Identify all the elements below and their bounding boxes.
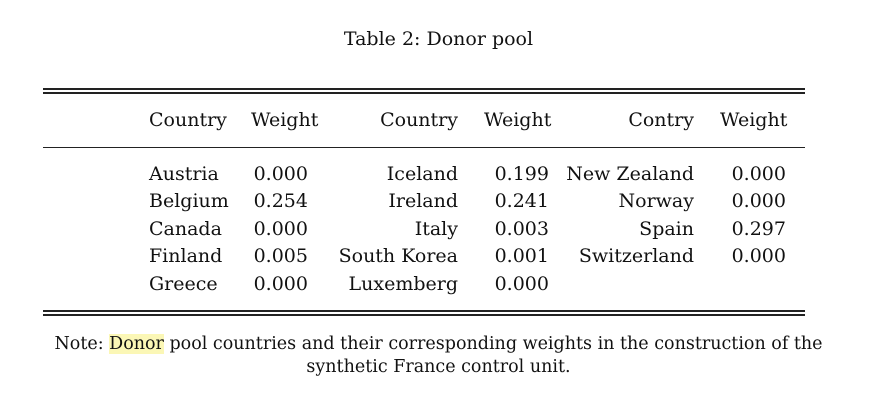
- country-cell: Ireland: [388, 190, 458, 212]
- weight-cell: 0.000: [253, 218, 308, 240]
- header-weight-2: Weight: [484, 109, 552, 131]
- country-cell: Finland: [149, 245, 223, 267]
- country-cell: Luxemberg: [348, 273, 458, 295]
- bottom-rule-outer: [43, 310, 805, 312]
- bottom-rule-inner: [43, 314, 805, 316]
- country-cell: Greece: [149, 273, 218, 295]
- weight-cell: 0.005: [253, 245, 308, 267]
- weight-cell: 0.001: [494, 245, 549, 267]
- header-country-3: Contry: [628, 109, 694, 131]
- country-cell: New Zealand: [566, 163, 694, 185]
- country-cell: South Korea: [338, 245, 458, 267]
- country-cell: Belgium: [149, 190, 229, 212]
- weight-cell: 0.000: [731, 190, 786, 212]
- header-country-2: Country: [380, 109, 458, 131]
- table-note: Note: Donor pool countries and their cor…: [40, 333, 837, 379]
- country-cell: Italy: [414, 218, 458, 240]
- top-rule-outer: [43, 88, 805, 90]
- country-cell: Switzerland: [578, 245, 694, 267]
- weight-cell: 0.000: [731, 163, 786, 185]
- weight-cell: 0.000: [494, 273, 549, 295]
- top-rule-inner: [43, 92, 805, 94]
- weight-cell: 0.000: [253, 163, 308, 185]
- header-weight-1: Weight: [251, 109, 319, 131]
- country-cell: Iceland: [386, 163, 458, 185]
- country-cell: Spain: [639, 218, 694, 240]
- country-cell: Canada: [149, 218, 222, 240]
- weight-cell: 0.003: [494, 218, 549, 240]
- weight-cell: 0.000: [731, 245, 786, 267]
- country-cell: Austria: [149, 163, 219, 185]
- weight-cell: 0.254: [253, 190, 308, 212]
- country-cell: Norway: [618, 190, 694, 212]
- note-text: pool countries and their corresponding w…: [163, 334, 823, 377]
- mid-rule: [43, 147, 805, 148]
- note-prefix: Note:: [54, 334, 110, 354]
- weight-cell: 0.000: [253, 273, 308, 295]
- header-country-1: Country: [149, 109, 227, 131]
- weight-cell: 0.199: [494, 163, 549, 185]
- header-weight-3: Weight: [720, 109, 788, 131]
- table-caption: Table 2: Donor pool: [343, 28, 534, 50]
- weight-cell: 0.297: [731, 218, 786, 240]
- note-highlighted-word[interactable]: Donor: [109, 334, 164, 354]
- weight-cell: 0.241: [494, 190, 549, 212]
